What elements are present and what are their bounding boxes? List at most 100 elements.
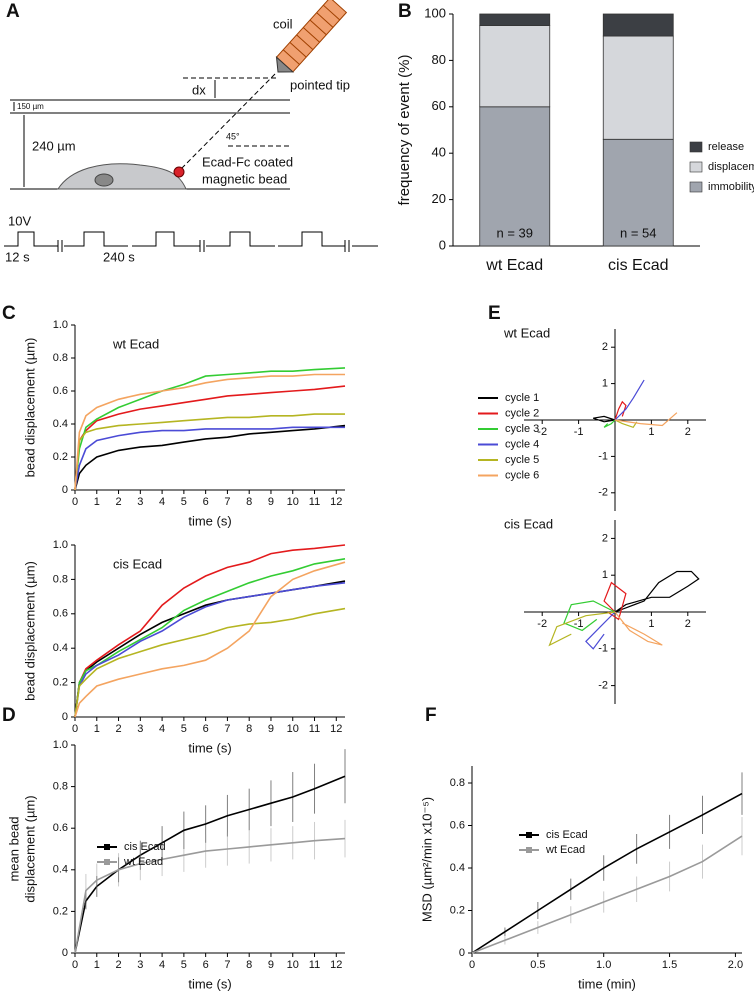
legend-label: cycle 1 bbox=[505, 392, 539, 404]
x-tick-label: 4 bbox=[159, 959, 165, 971]
x-tick-label: -1 bbox=[574, 618, 584, 630]
x-tick-label: 8 bbox=[246, 723, 252, 735]
panel-label: D bbox=[2, 705, 16, 726]
x-tick-label: 3 bbox=[137, 496, 143, 508]
y-tick-label: -1 bbox=[598, 450, 608, 462]
y-tick-label: 1 bbox=[602, 378, 608, 390]
y-tick-label: 40 bbox=[432, 145, 446, 160]
legend-swatch bbox=[689, 181, 703, 193]
y-tick-label: -2 bbox=[598, 680, 608, 692]
series-line bbox=[74, 424, 346, 491]
series-line bbox=[74, 367, 346, 491]
x-tick-label: 0 bbox=[72, 959, 78, 971]
pulse-train bbox=[4, 231, 378, 247]
x-tick-label: 0.5 bbox=[530, 959, 545, 971]
series-line bbox=[74, 775, 346, 954]
y-tick-label: 0.6 bbox=[450, 819, 465, 831]
tip-line bbox=[179, 73, 276, 171]
y-tick-label: 2 bbox=[602, 341, 608, 353]
panel-label: A bbox=[6, 1, 20, 22]
y-axis-label: displacement (µm) bbox=[22, 795, 37, 902]
bar-segment bbox=[602, 138, 674, 247]
y-tick-label: 0.2 bbox=[450, 904, 465, 916]
y-tick-label: 0 bbox=[62, 711, 68, 723]
legend-marker bbox=[104, 859, 110, 865]
cell bbox=[57, 163, 187, 190]
x-tick-label: cis Ecad bbox=[608, 257, 668, 274]
y-tick-label: -2 bbox=[598, 487, 608, 499]
y-tick-label: 0 bbox=[62, 484, 68, 496]
series-line bbox=[603, 419, 616, 428]
y-axis-label: mean bead bbox=[6, 816, 21, 881]
voltage-label: 10V bbox=[8, 213, 31, 228]
x-tick-label: 1 bbox=[94, 959, 100, 971]
y-tick-label: 60 bbox=[432, 98, 446, 113]
legend-label: cycle 2 bbox=[505, 407, 539, 419]
y-tick-label: -1 bbox=[598, 643, 608, 655]
series-line bbox=[74, 426, 345, 491]
bead bbox=[173, 166, 185, 178]
y-tick-label: 80 bbox=[432, 52, 446, 67]
x-tick-label: 3 bbox=[137, 723, 143, 735]
panel-label: E bbox=[488, 303, 501, 324]
series-line bbox=[603, 581, 627, 621]
angle-label: 45° bbox=[226, 131, 240, 141]
legend-label: cycle 3 bbox=[505, 423, 539, 435]
x-tick-label: 4 bbox=[159, 496, 165, 508]
interval-label: 240 s bbox=[103, 249, 135, 264]
coil-label: coil bbox=[273, 16, 293, 31]
x-tick-label: 9 bbox=[268, 723, 274, 735]
series-line bbox=[471, 835, 743, 954]
bar-segment bbox=[479, 106, 551, 247]
series-line bbox=[74, 607, 346, 718]
y-tick-label: 1.0 bbox=[53, 739, 68, 751]
x-tick-label: 1.0 bbox=[596, 959, 611, 971]
x-tick-label: -2 bbox=[537, 426, 547, 438]
series-line bbox=[548, 611, 616, 647]
series-line bbox=[563, 600, 616, 632]
y-tick-label: 1.0 bbox=[53, 319, 68, 331]
x-tick-label: 1 bbox=[648, 618, 654, 630]
gap-label: 150 µm bbox=[17, 102, 44, 111]
x-tick-label: 10 bbox=[287, 496, 299, 508]
legend-label: cis Ecad bbox=[546, 829, 588, 841]
x-tick-label: 6 bbox=[203, 959, 209, 971]
bead-label: magnetic bead bbox=[202, 171, 287, 186]
legend-label: immobility bbox=[708, 181, 754, 193]
legend-swatch bbox=[689, 141, 703, 153]
chart-title: wt Ecad bbox=[503, 325, 550, 340]
bar-segment bbox=[479, 25, 551, 108]
y-tick-label: 0.8 bbox=[53, 573, 68, 585]
series-line bbox=[614, 419, 638, 429]
y-tick-label: 0 bbox=[459, 947, 465, 959]
legend-label: cis Ecad bbox=[124, 841, 166, 853]
legend-label: displacement bbox=[708, 161, 754, 173]
tip-label: pointed tip bbox=[290, 77, 350, 92]
x-tick-label: 0 bbox=[72, 496, 78, 508]
series-line bbox=[585, 611, 616, 650]
y-tick-label: 0.4 bbox=[53, 642, 68, 654]
break-marks bbox=[57, 240, 350, 252]
legend-label: cycle 6 bbox=[505, 469, 539, 481]
y-tick-label: 0.6 bbox=[53, 822, 68, 834]
x-tick-label: 10 bbox=[287, 723, 299, 735]
y-tick-label: 0.6 bbox=[53, 385, 68, 397]
y-tick-label: 0.4 bbox=[53, 864, 68, 876]
x-tick-label: 12 bbox=[330, 959, 342, 971]
nucleus bbox=[94, 173, 114, 187]
legend-marker bbox=[526, 832, 532, 838]
x-tick-label: 1 bbox=[94, 723, 100, 735]
legend-label: wt Ecad bbox=[545, 844, 585, 856]
y-axis-label: MSD (µm²/min x10⁻⁵) bbox=[419, 797, 434, 922]
y-tick-label: 2 bbox=[602, 532, 608, 544]
x-tick-label: 7 bbox=[224, 959, 230, 971]
x-tick-label: wt Ecad bbox=[485, 257, 543, 274]
x-tick-label: 2.0 bbox=[728, 959, 743, 971]
series-line bbox=[74, 580, 346, 718]
x-tick-label: 5 bbox=[181, 496, 187, 508]
x-tick-label: 5 bbox=[181, 723, 187, 735]
annotation: n = 39 bbox=[496, 225, 533, 240]
bead-label: Ecad-Fc coated bbox=[202, 154, 293, 169]
